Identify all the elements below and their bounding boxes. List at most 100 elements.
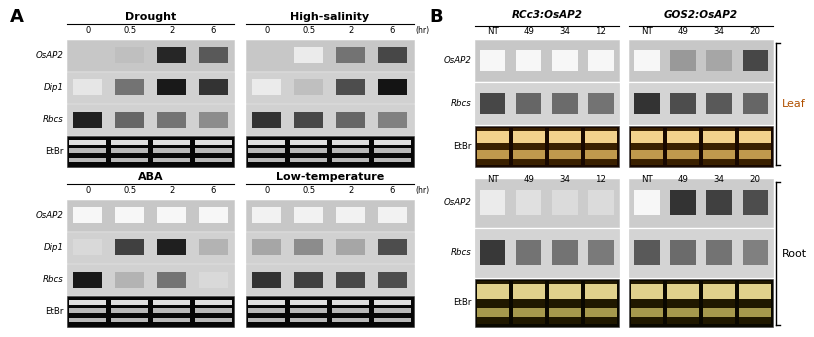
Bar <box>703 130 735 143</box>
Text: OsAP2: OsAP2 <box>36 211 63 220</box>
Bar <box>153 140 190 145</box>
Bar <box>634 93 659 114</box>
Bar <box>742 93 768 114</box>
Bar <box>585 308 617 317</box>
Bar <box>112 308 148 313</box>
Bar <box>112 318 148 322</box>
Bar <box>739 281 771 325</box>
Bar <box>248 158 285 162</box>
Bar <box>246 104 414 135</box>
Bar <box>195 158 232 162</box>
Bar <box>199 79 228 95</box>
Bar <box>73 272 103 288</box>
Bar <box>73 79 103 95</box>
Text: EtBr: EtBr <box>45 307 63 316</box>
Bar <box>336 47 365 63</box>
Bar <box>480 240 505 265</box>
Bar <box>378 239 407 255</box>
Bar <box>671 190 696 215</box>
Bar <box>252 272 282 288</box>
Text: NT: NT <box>487 27 498 36</box>
Text: 0.5: 0.5 <box>123 186 136 195</box>
Text: Dip1: Dip1 <box>43 83 63 92</box>
Bar <box>374 318 411 322</box>
Text: 6: 6 <box>211 26 217 35</box>
Text: A: A <box>10 8 24 26</box>
Text: 2: 2 <box>169 26 174 35</box>
Bar <box>199 207 228 223</box>
Text: 34: 34 <box>559 27 571 36</box>
Bar <box>336 79 365 95</box>
Bar <box>332 158 369 162</box>
Bar <box>742 240 768 265</box>
Bar <box>707 50 732 71</box>
Bar <box>291 300 327 305</box>
Text: EtBr: EtBr <box>45 147 63 156</box>
Text: NT: NT <box>641 27 653 36</box>
Bar <box>374 300 411 305</box>
Bar <box>73 112 103 128</box>
Bar <box>195 318 232 322</box>
Text: Drought: Drought <box>125 12 176 22</box>
Bar <box>195 308 232 313</box>
Bar <box>112 140 148 145</box>
Bar <box>336 207 365 223</box>
Bar <box>742 50 768 71</box>
Bar <box>195 140 232 145</box>
Bar <box>294 239 323 255</box>
Bar <box>248 300 285 305</box>
Bar <box>248 308 285 313</box>
Text: 12: 12 <box>596 175 606 184</box>
Bar <box>252 207 282 223</box>
Bar <box>480 93 505 114</box>
Bar <box>739 128 771 165</box>
Bar <box>667 130 699 143</box>
Bar <box>115 207 144 223</box>
Bar <box>67 40 234 71</box>
Text: 0.5: 0.5 <box>302 26 315 35</box>
Bar <box>195 300 232 305</box>
Bar <box>552 93 577 114</box>
Text: GOS2:OsAP2: GOS2:OsAP2 <box>664 10 738 20</box>
Bar <box>157 272 186 288</box>
Bar <box>153 158 190 162</box>
Bar <box>552 240 577 265</box>
Bar <box>631 128 663 165</box>
Bar <box>513 130 545 143</box>
Bar <box>589 240 614 265</box>
Bar <box>69 308 106 313</box>
Text: 49: 49 <box>523 27 534 36</box>
Text: 49: 49 <box>677 175 689 184</box>
Bar <box>294 272 323 288</box>
Bar <box>549 128 580 165</box>
Bar <box>516 240 541 265</box>
Bar <box>291 308 327 313</box>
Bar <box>67 72 234 103</box>
Bar <box>246 72 414 103</box>
Bar <box>477 281 509 325</box>
Bar <box>157 79 186 95</box>
Bar <box>513 150 545 159</box>
Bar <box>291 140 327 145</box>
Bar <box>73 239 103 255</box>
Bar <box>671 50 696 71</box>
Bar <box>195 148 232 153</box>
Bar <box>69 148 106 153</box>
Bar <box>671 240 696 265</box>
Text: B: B <box>429 8 443 26</box>
Bar <box>246 200 414 231</box>
Bar <box>585 284 617 299</box>
Bar <box>153 300 190 305</box>
Text: ABA: ABA <box>138 172 164 182</box>
Bar <box>115 272 144 288</box>
Bar <box>153 318 190 322</box>
Bar <box>742 190 768 215</box>
Bar <box>585 128 617 165</box>
Bar <box>67 136 234 167</box>
Text: Low-temperature: Low-temperature <box>276 172 383 182</box>
Bar <box>291 158 327 162</box>
Text: Leaf: Leaf <box>782 99 806 109</box>
Bar <box>112 148 148 153</box>
Bar <box>67 232 234 263</box>
Text: 2: 2 <box>348 26 353 35</box>
